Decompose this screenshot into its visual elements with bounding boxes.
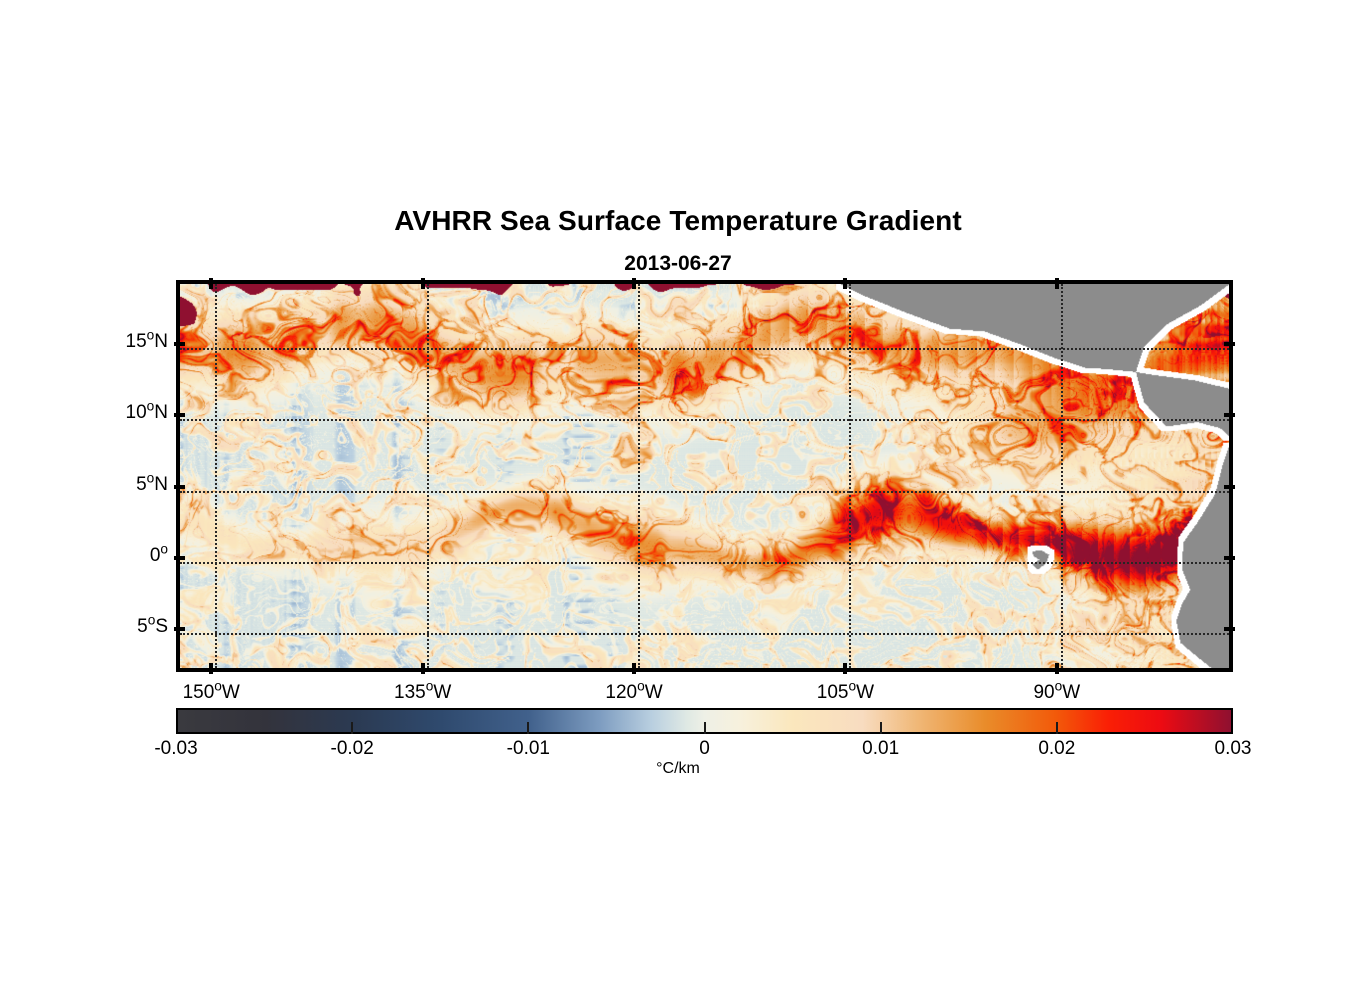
x-tick-label: 150oW: [182, 678, 240, 703]
axis-tick-longitude: [632, 663, 637, 674]
x-tick-label: 90oW: [1033, 678, 1081, 703]
colorbar-tick-label: -0.03: [154, 738, 198, 759]
colorbar-tick: [703, 722, 706, 734]
y-tick-label: 5oN: [136, 470, 168, 495]
axis-tick-longitude: [209, 278, 214, 289]
axis-tick-latitude: [1224, 342, 1235, 347]
axis-tick-longitude: [420, 278, 425, 289]
x-tick-label: 135oW: [394, 678, 452, 703]
colorbar-tick-label: 0.01: [862, 738, 900, 759]
axis-tick-longitude: [1054, 663, 1059, 674]
colorbar-tick-label: -0.02: [330, 738, 374, 759]
y-tick-label: 10oN: [125, 399, 168, 424]
axis-tick-longitude: [1054, 278, 1059, 289]
colorbar-tick-label: 0.03: [1214, 738, 1252, 759]
x-tick-label: 120oW: [605, 678, 663, 703]
sst-gradient-heatmap: [180, 284, 1229, 668]
colorbar-tick-label: -0.01: [506, 738, 550, 759]
figure-subtitle-date: 2013-06-27: [624, 252, 732, 275]
colorbar-tick: [1055, 722, 1058, 734]
map-plot-area[interactable]: [176, 280, 1233, 672]
colorbar-tick: [527, 722, 530, 734]
axis-tick-latitude: [1224, 484, 1235, 489]
axis-tick-latitude: [174, 484, 185, 489]
axis-tick-latitude: [1224, 627, 1235, 632]
colorbar-unit-label: °C/km: [656, 760, 700, 777]
colorbar-tick-label: 0.02: [1038, 738, 1076, 759]
axis-tick-latitude: [174, 555, 185, 560]
y-tick-label: 5oS: [137, 612, 168, 638]
y-tick-label: 0o: [149, 541, 168, 566]
axis-tick-latitude: [1224, 413, 1235, 418]
axis-tick-latitude: [174, 413, 185, 418]
colorbar-tick: [879, 722, 882, 734]
colorbar-tick: [351, 722, 354, 734]
page-title: AVHRR Sea Surface Temperature Gradient: [394, 205, 962, 236]
axis-tick-latitude: [174, 342, 185, 347]
axis-tick-longitude: [632, 278, 637, 289]
x-tick-label: 105oW: [816, 678, 875, 703]
axis-tick-latitude: [1224, 555, 1235, 560]
axis-tick-longitude: [209, 663, 214, 674]
axis-tick-longitude: [843, 278, 848, 289]
axis-tick-latitude: [174, 627, 185, 632]
colorbar-tick-label: 0: [699, 738, 710, 759]
y-tick-label: 15oN: [125, 327, 168, 353]
axis-tick-longitude: [843, 663, 848, 674]
axis-tick-longitude: [420, 663, 425, 674]
